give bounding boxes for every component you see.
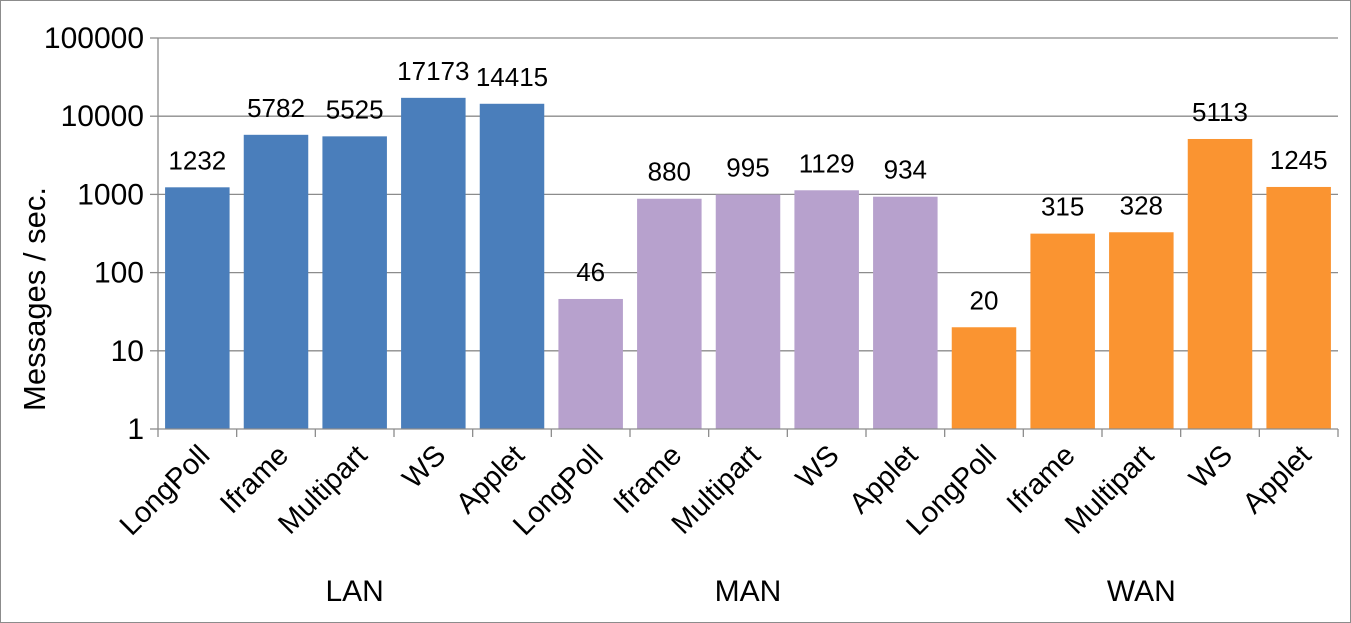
bar <box>243 134 309 430</box>
group-label: WAN <box>1107 575 1176 608</box>
bar <box>165 187 230 429</box>
axes <box>150 37 1339 437</box>
data-label: 5113 <box>1192 97 1248 127</box>
data-label: 20 <box>970 285 999 315</box>
y-tick-label: 10000 <box>61 100 144 133</box>
bar <box>479 103 545 429</box>
data-label: 1245 <box>1270 145 1328 175</box>
x-tick-label: LongPoll <box>114 439 216 541</box>
x-tick-label: Applet <box>1237 439 1318 520</box>
data-label: 1129 <box>799 148 855 178</box>
bar <box>637 198 702 429</box>
data-label: 328 <box>1120 190 1163 220</box>
data-label: 1232 <box>168 145 226 175</box>
bar <box>1109 232 1174 429</box>
data-label: 17173 <box>397 56 469 86</box>
data-label: 5782 <box>247 93 305 123</box>
bar <box>715 194 781 429</box>
bars <box>165 97 1331 430</box>
bar <box>1266 186 1331 429</box>
bar <box>794 190 859 429</box>
bar <box>951 327 1017 429</box>
y-tick-label: 10 <box>111 335 144 368</box>
x-tick-label: Multipart <box>666 439 767 540</box>
data-label: 46 <box>576 257 605 287</box>
x-tick-label: Multipart <box>272 439 373 540</box>
data-label: 5525 <box>326 94 384 124</box>
data-label: 934 <box>884 155 927 185</box>
y-axis-title: Messages / sec. <box>17 187 52 411</box>
bar <box>873 196 938 429</box>
x-tick-label: WS <box>790 439 846 495</box>
x-tick-label: WS <box>1183 439 1239 495</box>
group-label: LAN <box>325 575 383 608</box>
bar <box>401 97 466 430</box>
y-tick-label: 100000 <box>44 22 144 55</box>
bar <box>1030 233 1095 429</box>
bar <box>558 298 623 429</box>
data-label: 880 <box>648 157 691 187</box>
data-label: 315 <box>1041 192 1084 222</box>
data-label: 995 <box>726 153 769 183</box>
y-tick-label: 1000 <box>77 178 144 211</box>
data-label: 14415 <box>476 62 548 92</box>
x-tick-label: WS <box>397 439 453 495</box>
y-tick-label: 1 <box>127 413 144 446</box>
bar <box>322 136 387 429</box>
x-tick-label: Multipart <box>1059 439 1160 540</box>
bar <box>1187 138 1253 429</box>
group-label: MAN <box>715 575 782 608</box>
y-tick-label: 100 <box>94 257 144 290</box>
